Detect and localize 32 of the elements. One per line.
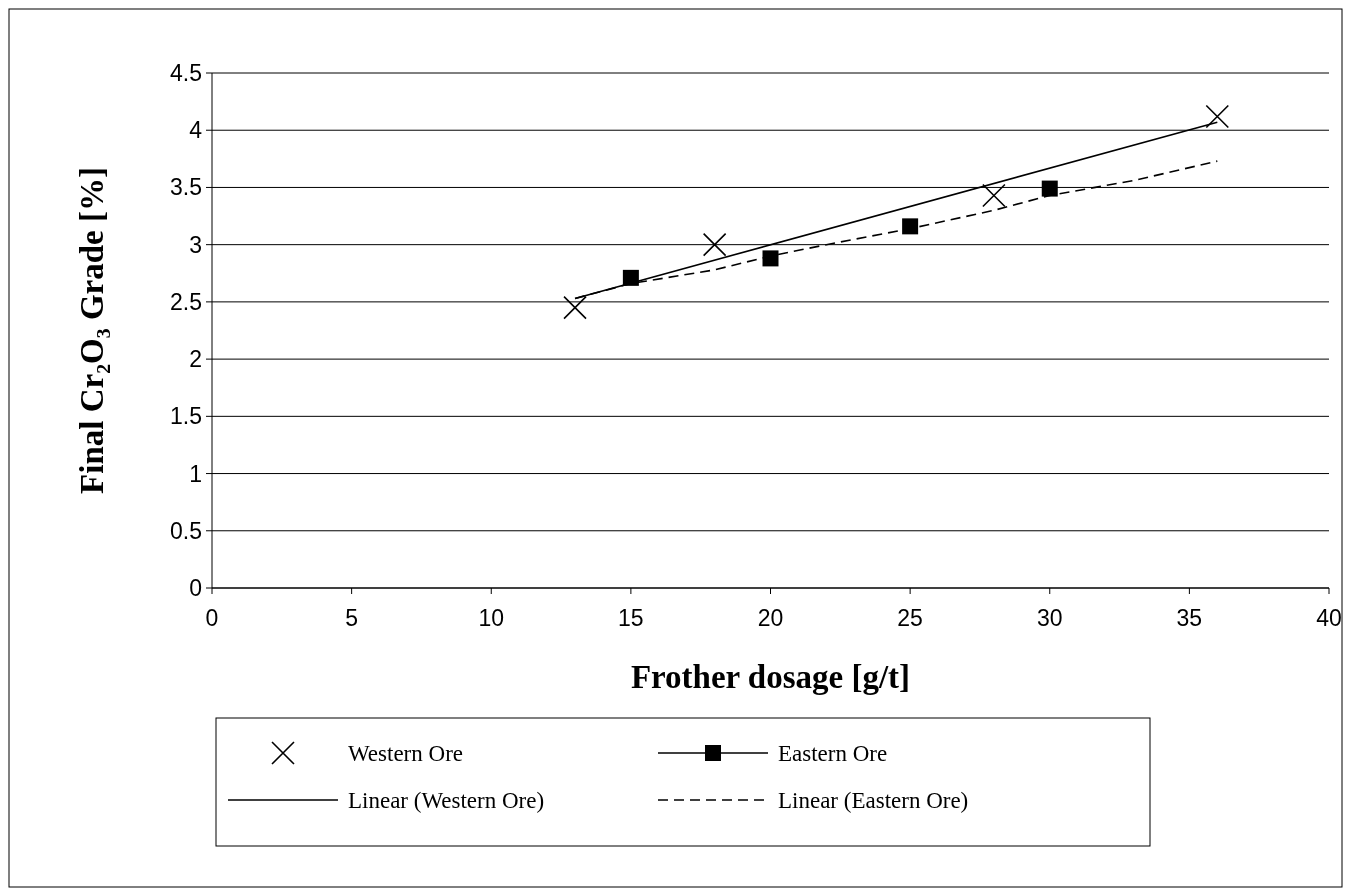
x-tick-label: 0	[205, 605, 219, 631]
x-tick-label: 10	[478, 605, 505, 631]
x-tick-label: 25	[897, 605, 923, 631]
point	[762, 250, 779, 267]
x-tick-label: 35	[1176, 605, 1203, 631]
x-axis-title: Frother dosage [g/t]	[630, 659, 911, 695]
y-tick-label: 3.5	[170, 174, 202, 201]
y-tick-label: 4	[189, 117, 203, 144]
x-tick-label: 40	[1316, 605, 1342, 631]
point	[702, 232, 727, 257]
x-tick-label: 30	[1036, 605, 1063, 631]
y-tick-label: 1	[189, 460, 202, 487]
legend-label: Western Ore	[348, 741, 464, 766]
legend-label: Linear (Western Ore)	[348, 788, 545, 813]
point	[1205, 104, 1230, 129]
point	[563, 295, 587, 320]
y-tick-label: 2	[189, 346, 202, 373]
y-tick-label: 2.5	[170, 288, 202, 315]
legend-label: Eastern Ore	[778, 741, 888, 766]
point	[982, 183, 1006, 208]
y-tick-label: 0	[189, 575, 202, 601]
legend-label: Linear (Eastern Ore)	[778, 788, 969, 813]
y-axis-title: Final Cr₂O₃ Grade [%]	[74, 167, 110, 494]
point	[902, 218, 919, 235]
y-tick-label: 3	[189, 231, 202, 258]
y-tick-label: 4.5	[170, 60, 202, 86]
y-tick-label: 0.5	[170, 517, 202, 544]
point	[1041, 180, 1058, 197]
x-tick-label: 5	[345, 605, 359, 631]
y-tick-label: 1.5	[170, 403, 202, 430]
x-tick-label: 20	[757, 605, 784, 631]
x-tick-label: 15	[618, 605, 644, 631]
